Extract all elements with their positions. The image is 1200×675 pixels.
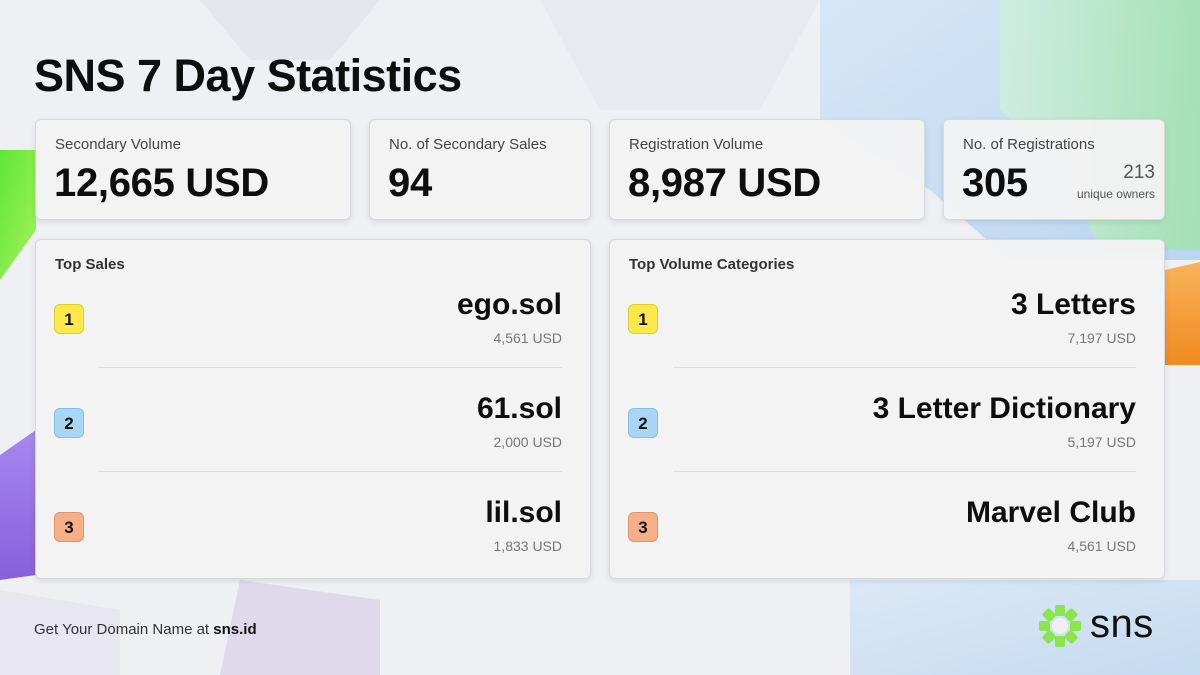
stat-label: No. of Secondary Sales xyxy=(389,136,547,153)
top-categories-panel: Top Volume Categories 1 3 Letters 7,197 … xyxy=(609,239,1165,579)
rank-badge: 3 xyxy=(628,512,658,542)
domain-name: ego.sol xyxy=(456,288,562,321)
rank-badge: 1 xyxy=(628,304,658,334)
stat-card-registration-volume: Registration Volume 8,987 USD xyxy=(609,119,925,220)
category-value: 4,561 USD xyxy=(1067,538,1136,554)
sns-logo-icon xyxy=(1039,605,1081,647)
sale-value: 1,833 USD xyxy=(493,538,562,554)
divider xyxy=(673,471,1136,472)
stat-card-secondary-sales: No. of Secondary Sales 94 xyxy=(369,119,591,220)
category-value: 7,197 USD xyxy=(1067,330,1136,346)
footer-text: Get Your Domain Name at xyxy=(34,621,214,638)
divider xyxy=(673,367,1136,368)
list-item: 2 3 Letter Dictionary 5,197 USD xyxy=(610,344,1164,472)
list-item: 3 Marvel Club 4,561 USD xyxy=(610,448,1164,554)
panel-title: Top Sales xyxy=(55,256,125,273)
category-value: 5,197 USD xyxy=(1067,434,1136,450)
stat-value: 94 xyxy=(388,161,432,205)
domain-name: 61.sol xyxy=(476,392,562,425)
footer-cta: Get Your Domain Name at sns.id xyxy=(34,621,257,638)
stat-value: 8,987 USD xyxy=(628,161,821,205)
category-name: Marvel Club xyxy=(965,496,1136,529)
unique-owners-count: 213 xyxy=(1123,162,1155,183)
list-item: 3 lil.sol 1,833 USD xyxy=(36,448,590,554)
footer-link[interactable]: sns.id xyxy=(213,621,257,638)
stat-card-registrations: No. of Registrations 305 213 unique owne… xyxy=(943,119,1165,220)
panel-title: Top Volume Categories xyxy=(629,256,795,273)
sale-value: 2,000 USD xyxy=(493,434,562,450)
rank-badge: 2 xyxy=(628,408,658,438)
list-item: 1 3 Letters 7,197 USD xyxy=(610,240,1164,368)
top-sales-panel: Top Sales 1 ego.sol 4,561 USD 2 61.sol 2… xyxy=(35,239,591,579)
divider xyxy=(99,471,562,472)
sale-value: 4,561 USD xyxy=(493,330,562,346)
divider xyxy=(99,367,562,368)
page-title: SNS 7 Day Statistics xyxy=(34,50,462,101)
unique-owners-label: unique owners xyxy=(1076,187,1155,201)
domain-name: lil.sol xyxy=(485,496,562,529)
list-item: 1 ego.sol 4,561 USD xyxy=(36,240,590,368)
stat-card-secondary-volume: Secondary Volume 12,665 USD xyxy=(35,119,351,220)
rank-badge: 1 xyxy=(54,304,84,334)
rank-badge: 3 xyxy=(54,512,84,542)
stat-label: Secondary Volume xyxy=(55,136,181,153)
stat-value: 12,665 USD xyxy=(54,161,269,205)
logo-wordmark: sns xyxy=(1090,602,1154,646)
stat-label: Registration Volume xyxy=(629,136,764,153)
list-item: 2 61.sol 2,000 USD xyxy=(36,344,590,472)
stat-label: No. of Registrations xyxy=(963,136,1095,153)
rank-badge: 2 xyxy=(54,408,84,438)
category-name: 3 Letter Dictionary xyxy=(872,392,1136,425)
stat-value: 305 xyxy=(962,161,1028,205)
category-name: 3 Letters xyxy=(1010,288,1136,321)
